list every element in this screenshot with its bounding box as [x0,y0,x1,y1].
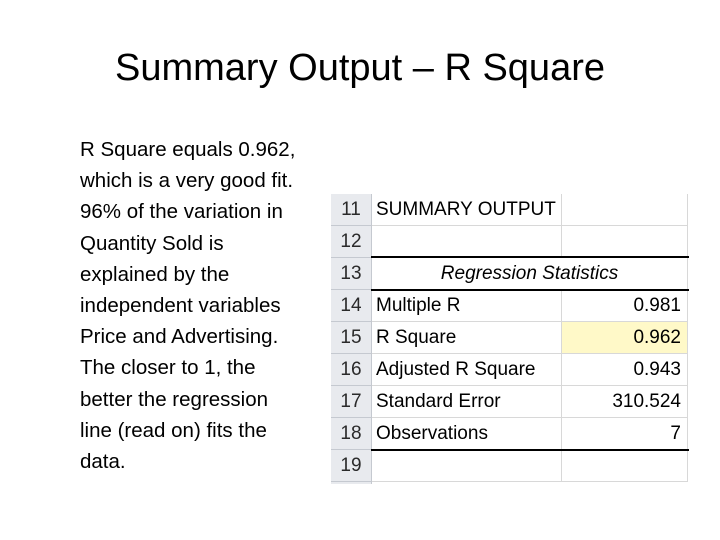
regression-statistics-header[interactable]: Regression Statistics [372,258,688,290]
body-text: R Square equals 0.962, which is a very g… [80,134,342,477]
r-square-value-cell[interactable]: 0.962 [562,322,688,354]
cell-value[interactable]: 0.943 [562,354,688,386]
row-header-column [331,194,372,484]
row-number[interactable]: 13 [331,258,371,290]
row-number[interactable]: 17 [331,386,371,418]
body-line: which is a very good fit. [80,169,294,193]
cell-label[interactable]: Adjusted R Square [372,354,562,386]
cell-label[interactable]: SUMMARY OUTPUT [372,194,562,226]
body-line: line (read on) fits the [80,418,267,442]
row-number[interactable]: 16 [331,354,371,386]
body-line: R Square equals 0.962, [80,138,296,161]
cell-label[interactable] [372,450,562,482]
body-line: The closer to 1, the [80,356,256,380]
sheet-row: 12 [331,226,689,258]
table-top-border [371,256,689,258]
table-bottom-border [371,449,689,451]
row-number[interactable]: 12 [331,226,371,258]
cell-value[interactable]: 7 [562,418,688,450]
sheet-row: 18 Observations 7 [331,418,689,450]
sheet-row: 11 SUMMARY OUTPUT [331,194,689,226]
cell-value[interactable] [562,194,688,226]
spreadsheet: 11 SUMMARY OUTPUT 12 13 Regression Stati… [331,194,689,484]
row-number[interactable]: 11 [331,194,371,226]
cell-value[interactable] [562,450,688,482]
cell-label[interactable]: R Square [372,322,562,354]
sheet-row: 14 Multiple R 0.981 [331,290,689,322]
row-number[interactable]: 19 [331,450,371,482]
sheet-row: 15 R Square 0.962 [331,322,689,354]
row-number[interactable]: 15 [331,322,371,354]
cell-value[interactable]: 310.524 [562,386,688,418]
sheet-row: 13 Regression Statistics [331,258,689,290]
cell-label[interactable]: Standard Error [372,386,562,418]
body-line: explained by the [80,262,230,286]
slide-title: Summary Output – R Square [115,47,605,89]
body-line: Price and Advertising. [80,325,279,349]
sheet-row: 16 Adjusted R Square 0.943 [331,354,689,386]
cell-label[interactable] [372,226,562,258]
header-bottom-border [371,289,689,291]
body-line: Quantity Sold is [80,231,224,255]
sheet-row: 19 [331,450,689,482]
body-line: better the regression [80,387,269,411]
cell-label[interactable]: Observations [372,418,562,450]
cell-value[interactable]: 0.981 [562,290,688,322]
body-line: independent variables [80,294,281,318]
body-line: data. [80,450,126,474]
row-number[interactable]: 14 [331,290,371,322]
cell-label[interactable]: Multiple R [372,290,562,322]
cell-value[interactable] [562,226,688,258]
row-number[interactable]: 18 [331,418,371,450]
sheet-row: 17 Standard Error 310.524 [331,386,689,418]
body-line: 96% of the variation in [80,200,283,224]
